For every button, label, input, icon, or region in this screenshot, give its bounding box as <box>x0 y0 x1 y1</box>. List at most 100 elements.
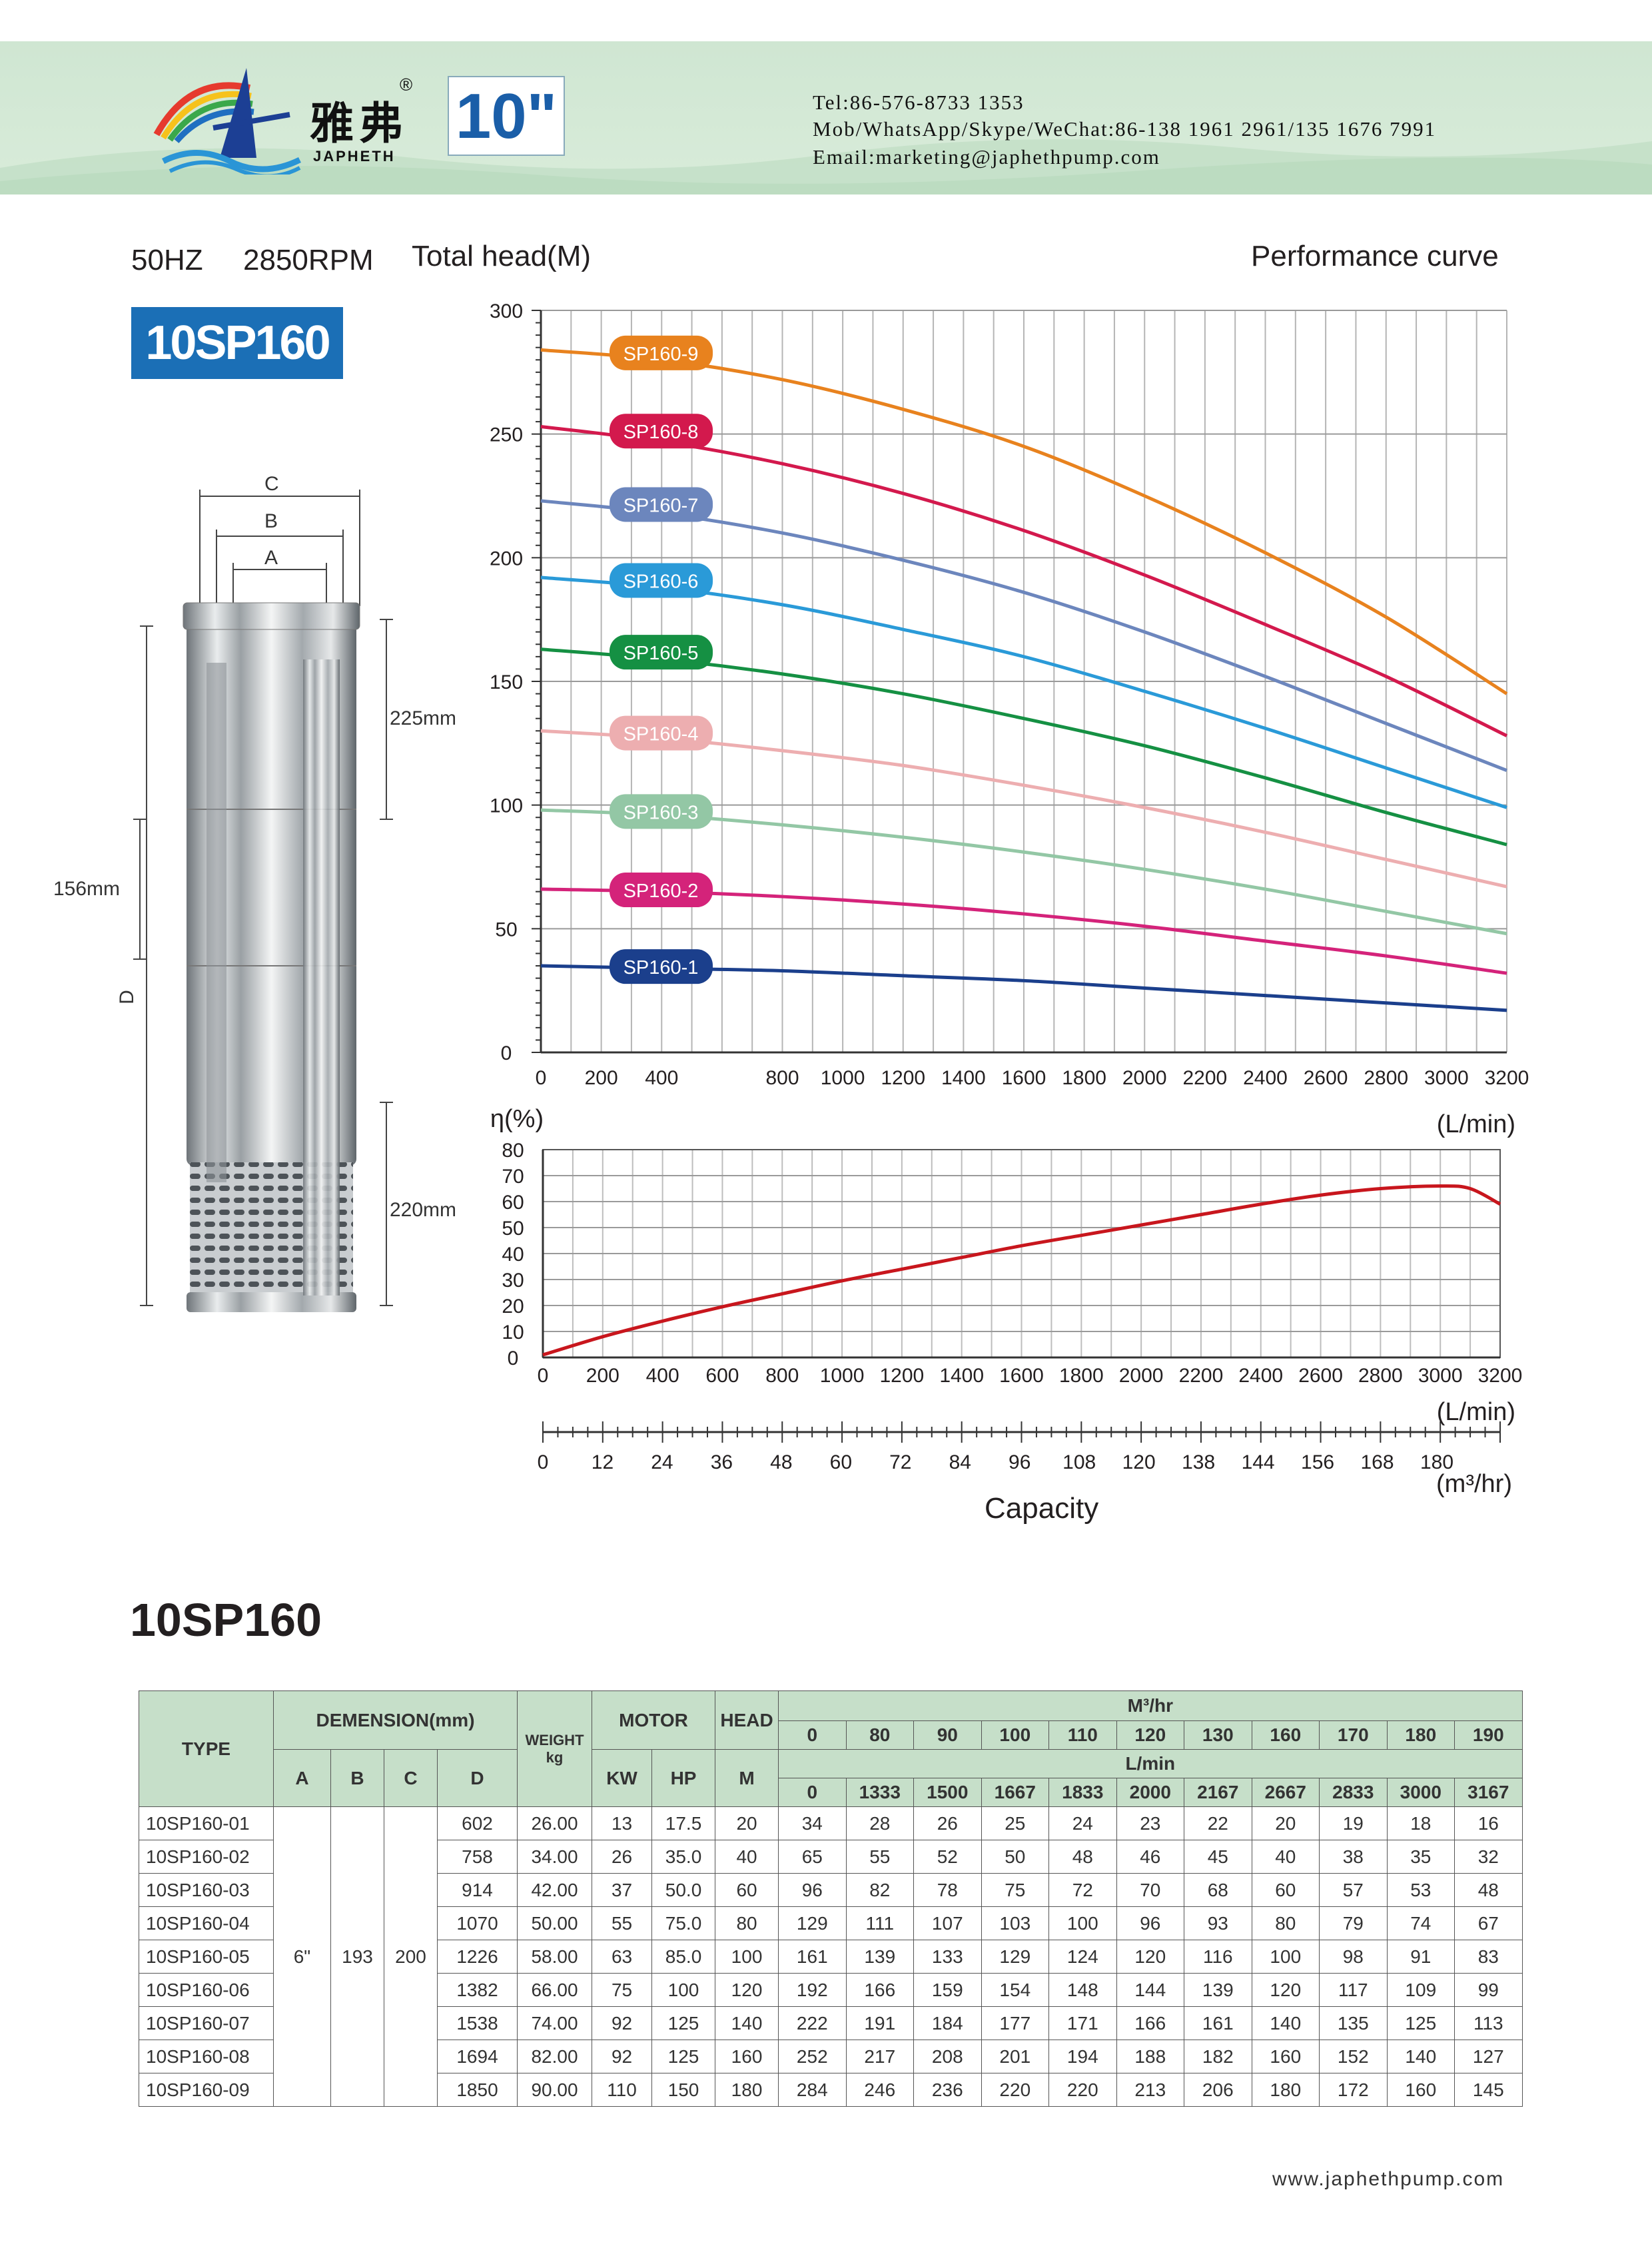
eff-y-tick-label: 20 <box>502 1296 524 1317</box>
head-x-tick-label: 2400 <box>1243 1067 1288 1089</box>
header-lmin-value: 2000 <box>1116 1778 1185 1807</box>
cell-hp: 17.5 <box>651 1806 716 1840</box>
capacity-tick-label: 180 <box>1420 1451 1453 1473</box>
pump-illustration <box>133 490 393 1312</box>
cell-head: 20 <box>715 1806 779 1840</box>
series-label-pill-SP160-8 <box>610 414 713 449</box>
cell-type: 10SP160-07 <box>139 2006 274 2040</box>
cell-flow-value: 194 <box>1048 2040 1117 2073</box>
header-lmin-value: 2833 <box>1319 1778 1388 1807</box>
table-row: 10SP160-03 914 42.00 37 50.0 60 96 82 78 75 72 70 68… <box>139 1873 1523 1907</box>
cell-hp: 50.0 <box>651 1873 716 1907</box>
cell-c: 200 <box>384 1806 438 2107</box>
header-m3hr-value: 190 <box>1454 1720 1523 1750</box>
series-label-SP160-3: SP160-3 <box>623 802 699 823</box>
series-label-pill-SP160-7 <box>610 487 713 522</box>
cell-flow-value: 48 <box>1454 1873 1523 1907</box>
head-axis-title: Total head(M) <box>412 240 592 272</box>
cell-kw: 110 <box>592 2073 653 2107</box>
cell-d: 1382 <box>436 1973 518 2007</box>
cell-flow-value: 80 <box>1251 1906 1320 1940</box>
cell-hp: 100 <box>651 1973 716 2007</box>
header-m3hr-value: 170 <box>1319 1720 1388 1750</box>
contact-tel: Tel:86-576-8733 1353 <box>813 91 1025 114</box>
header-m3hr-value: 80 <box>845 1720 915 1750</box>
cell-flow-value: 116 <box>1184 1940 1252 1974</box>
dim-bottom-length: 220mm <box>390 1199 457 1221</box>
series-label-SP160-5: SP160-5 <box>623 643 699 664</box>
header-m3hr-value: 100 <box>981 1720 1050 1750</box>
cell-flow-value: 20 <box>1251 1806 1320 1840</box>
cell-flow-value: 184 <box>913 2006 982 2040</box>
cell-flow-value: 19 <box>1319 1806 1388 1840</box>
head-x-axis-unit: (L/min) <box>1437 1110 1515 1138</box>
lmin-row: 0 1333 1500 1667 1833 2000 2167 2667 2833 3000 316… <box>139 1778 1523 1807</box>
cell-d: 914 <box>436 1873 518 1907</box>
brand-name-chinese: 雅弗 <box>310 97 408 149</box>
cell-flow-value: 166 <box>845 1973 915 2007</box>
head-chart <box>532 310 1508 1054</box>
cell-type: 10SP160-08 <box>139 2040 274 2073</box>
header-lmin-value: 0 <box>778 1778 847 1807</box>
cell-flow-value: 140 <box>1386 2040 1455 2073</box>
header-d: D <box>436 1749 518 1807</box>
head-y-tick-label: 100 <box>490 795 523 817</box>
cell-flow-value: 48 <box>1048 1840 1117 1874</box>
frequency-label: 50HZ <box>131 244 203 276</box>
registered-mark: ® <box>400 75 413 95</box>
cell-flow-value: 166 <box>1116 2006 1185 2040</box>
cell-kw: 92 <box>592 2006 653 2040</box>
series-label-pill-SP160-9 <box>610 335 713 370</box>
eff-x-tick-label: 1000 <box>820 1365 865 1387</box>
head-y-tick-label: 0 <box>501 1042 512 1064</box>
cell-flow-value: 148 <box>1048 1973 1117 2007</box>
table-row: 10SP160-05 1226 58.00 63 85.0 100 161 139 133 129… <box>139 1940 1523 1974</box>
cell-head: 100 <box>715 1940 779 1974</box>
eff-y-tick-label: 0 <box>508 1347 519 1369</box>
eff-x-tick-label: 2200 <box>1179 1365 1224 1387</box>
capacity-tick-label: 84 <box>949 1451 971 1473</box>
head-x-tick-label: 3200 <box>1485 1067 1529 1089</box>
series-label-SP160-4: SP160-4 <box>623 724 699 745</box>
head-y-tick-label: 200 <box>490 548 523 569</box>
cell-d: 1850 <box>436 2073 518 2107</box>
cell-d: 1694 <box>436 2040 518 2073</box>
cell-d: 1070 <box>436 1906 518 1940</box>
table-row: 10SP160-08 1694 82.00 92 125 160 252 217 208 201 1… <box>139 2040 1523 2073</box>
cell-weight: 66.00 <box>517 1973 593 2007</box>
header-lmin-value: 3167 <box>1454 1778 1523 1807</box>
eff-y-tick-label: 10 <box>502 1321 524 1343</box>
eff-x-tick-label: 1600 <box>999 1365 1044 1387</box>
cell-flow-value: 171 <box>1048 2006 1117 2040</box>
head-x-tick-label: 2800 <box>1364 1067 1408 1089</box>
cell-flow-value: 113 <box>1454 2006 1523 2040</box>
cell-weight: 90.00 <box>517 2073 593 2107</box>
table-row: 10SP160-06 1382 66.00 75 100 120 192 166 159 154 1… <box>139 1973 1523 2007</box>
cell-flow-value: 160 <box>1386 2073 1455 2107</box>
series-label-SP160-2: SP160-2 <box>623 881 699 902</box>
header-motor: MOTOR <box>592 1690 716 1750</box>
cell-type: 10SP160-01 <box>139 1806 274 1840</box>
header-c: C <box>384 1749 438 1807</box>
cell-head: 80 <box>715 1906 779 1940</box>
cell-flow-value: 72 <box>1048 1873 1117 1907</box>
capacity-tick-label: 138 <box>1182 1451 1215 1473</box>
cell-flow-value: 50 <box>981 1840 1050 1874</box>
cell-a: 6" <box>273 1806 331 2107</box>
head-series-line-SP160-8 <box>540 425 1508 737</box>
cell-flow-value: 161 <box>1184 2006 1252 2040</box>
table-row: 10SP160-09 1850 90.00 110 150 180 284 246 236 220… <box>139 2073 1523 2107</box>
head-y-tick-label: 150 <box>490 671 523 693</box>
table-body: 10SP160-01 6" 193 200 602 26.00 13 17.5 20 34 28 26… <box>139 1806 1523 2107</box>
eff-x-tick-label: 2400 <box>1238 1365 1283 1387</box>
cell-weight: 82.00 <box>517 2040 593 2073</box>
cell-hp: 35.0 <box>651 1840 716 1874</box>
cell-flow-value: 96 <box>778 1873 847 1907</box>
cell-flow-value: 139 <box>845 1940 915 1974</box>
cell-flow-value: 129 <box>981 1940 1050 1974</box>
cell-type: 10SP160-04 <box>139 1906 274 1940</box>
header-lmin-value: 2667 <box>1251 1778 1320 1807</box>
eff-y-tick-label: 40 <box>502 1244 524 1266</box>
header-kw: KW <box>592 1749 653 1807</box>
cell-flow-value: 53 <box>1386 1873 1455 1907</box>
